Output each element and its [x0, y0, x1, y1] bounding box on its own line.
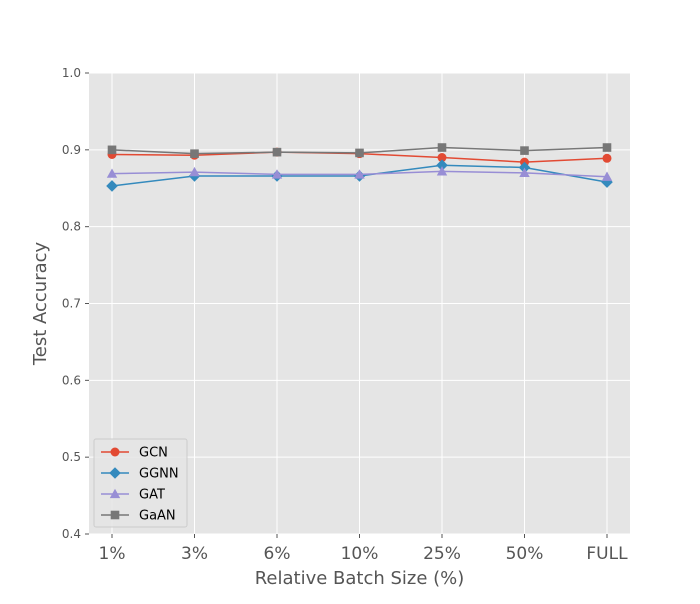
data-point [601, 171, 613, 181]
y-tick-label: 0.8 [62, 220, 81, 234]
data-point [602, 153, 612, 163]
x-tick-label: 10% [341, 544, 379, 564]
data-point [520, 146, 529, 155]
data-point [436, 166, 448, 176]
data-point [437, 143, 447, 152]
y-tick-label: 0.9 [62, 143, 81, 157]
x-tick-label: 3% [181, 544, 208, 564]
y-tick-label: 0.5 [62, 450, 81, 464]
data-point [189, 166, 200, 177]
legend-label: GGNN [139, 467, 179, 482]
data-point [354, 169, 365, 179]
data-point [272, 147, 282, 157]
x-tick-label: 50% [506, 544, 544, 564]
x-tick-label: 25% [423, 544, 461, 564]
legend-label: GaAN [139, 509, 176, 524]
y-axis-label: Test Accuracy [30, 241, 51, 366]
x-axis-ticks: 1% 3% 6% 10% 25% 50% FULL [99, 534, 628, 564]
x-axis-label: Relative Batch Size (%) [255, 568, 465, 589]
legend-marker [109, 488, 121, 499]
y-axis-ticks: 0.4 0.5 0.6 0.7 0.8 0.9 1.0 [62, 66, 89, 541]
legend-marker [110, 510, 120, 520]
series-gat [106, 166, 613, 181]
x-tick-label: 6% [264, 544, 291, 564]
data-point [107, 145, 117, 155]
x-tick-label: FULL [586, 544, 628, 564]
data-point [436, 159, 448, 171]
legend-box [93, 438, 188, 528]
data-point [355, 148, 364, 158]
legend-item-gat: GAT [101, 488, 165, 503]
legend-marker [109, 467, 121, 479]
y-tick-label: 0.7 [62, 297, 81, 311]
y-tick-label: 1.0 [62, 66, 81, 80]
legend-label: GCN [139, 446, 168, 461]
data-point [106, 180, 118, 192]
series-group [106, 143, 613, 192]
data-point [519, 167, 530, 178]
data-point [437, 153, 447, 163]
x-tick-label: 1% [99, 544, 126, 564]
legend-item-gaan: GaAN [101, 509, 176, 524]
data-point [271, 169, 283, 179]
data-point [518, 161, 531, 174]
legend: GCN GGNN GAT GaAN [93, 438, 188, 528]
series-gaan [107, 143, 612, 158]
y-tick-label: 0.6 [62, 373, 81, 387]
legend-item-ggnn: GGNN [101, 467, 179, 482]
y-tick-label: 0.4 [62, 527, 81, 541]
legend-marker [110, 447, 120, 457]
legend-item-gcn: GCN [101, 446, 168, 461]
legend-label: GAT [139, 488, 165, 503]
data-point [601, 176, 613, 188]
data-point [106, 168, 118, 178]
data-point [602, 143, 612, 152]
data-point [190, 149, 199, 158]
